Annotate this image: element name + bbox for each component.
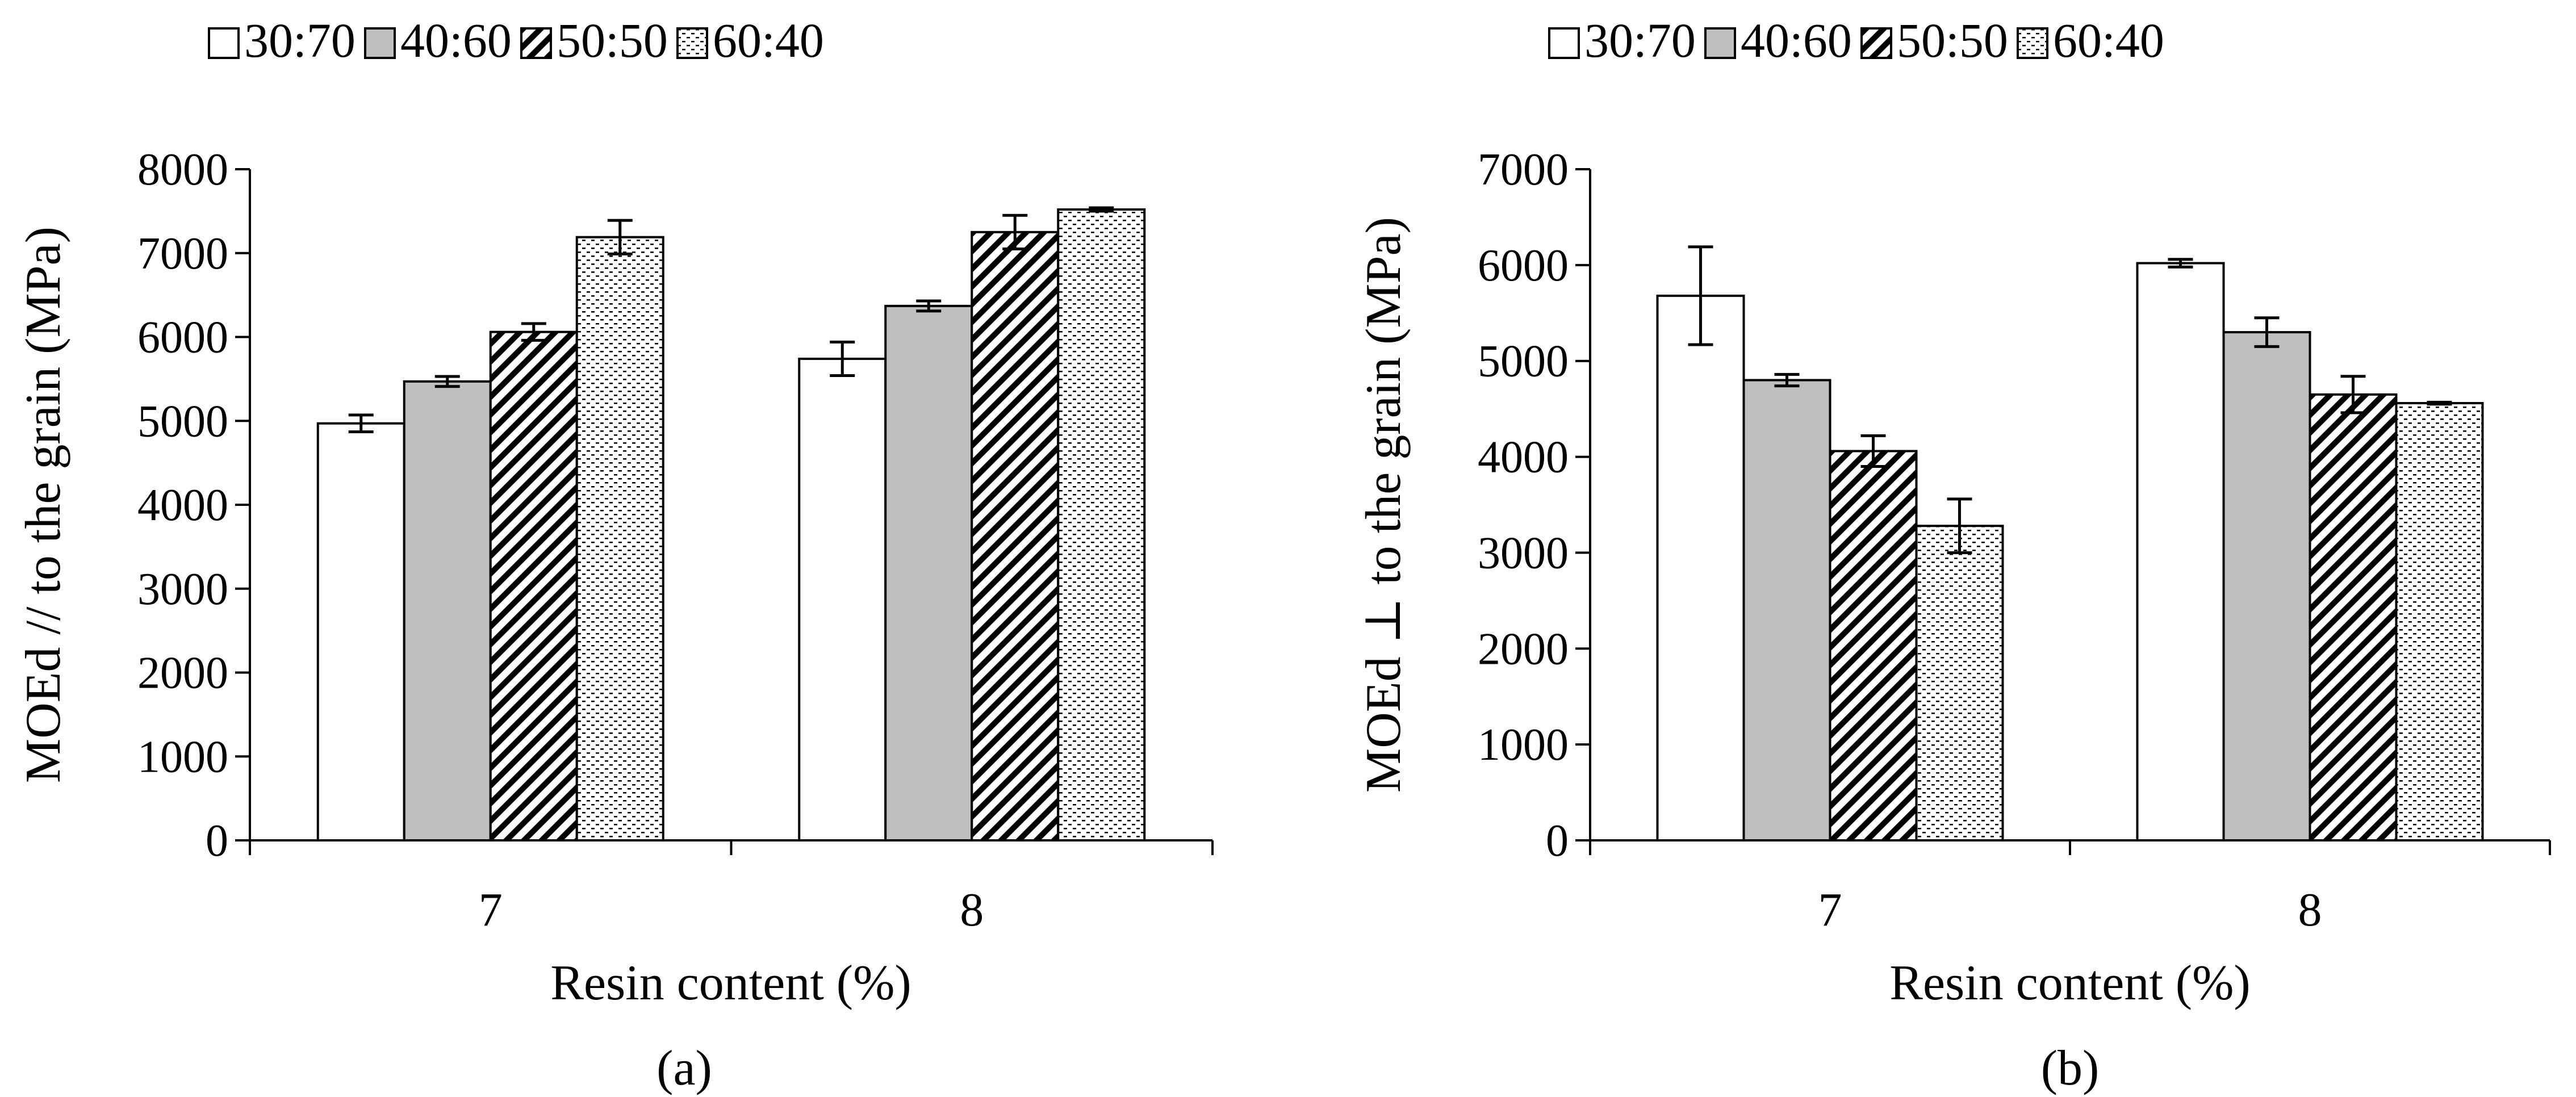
legend-label: 30:70	[1584, 13, 1696, 68]
y-tick-label: 5000	[1478, 337, 1569, 387]
legend-label: 50:50	[557, 13, 668, 68]
legend-swatch	[1548, 27, 1580, 59]
y-tick-label: 4000	[137, 480, 228, 530]
panel-label: (b)	[2041, 1041, 2100, 1096]
bar	[1915, 525, 2004, 841]
y-tick-label: 3000	[137, 564, 228, 614]
bar	[1656, 294, 1745, 841]
bar	[575, 236, 664, 841]
bar	[798, 357, 887, 841]
bar	[884, 304, 973, 841]
y-axis-title: MOEd // to the grain (MPa)	[16, 227, 71, 783]
x-category-label: 7	[479, 884, 503, 936]
bar	[2395, 402, 2484, 841]
bar	[1829, 450, 1918, 841]
bar	[1057, 208, 1146, 841]
legend-label: 30:70	[244, 13, 356, 68]
y-tick-label: 7000	[1478, 145, 1569, 195]
bar	[2136, 262, 2225, 842]
y-tick-label: 2000	[1478, 624, 1569, 674]
legend-label: 60:40	[2053, 13, 2164, 68]
bar	[971, 231, 1060, 841]
y-tick-label: 1000	[137, 732, 228, 782]
legend-swatch	[1704, 27, 1736, 59]
y-tick-label: 2000	[137, 648, 228, 698]
bar	[403, 380, 492, 841]
bar	[2222, 331, 2311, 841]
x-axis-title: Resin content (%)	[1889, 956, 2250, 1011]
bar	[2309, 393, 2398, 841]
x-axis-title: Resin content (%)	[550, 956, 911, 1011]
legend-label: 40:60	[400, 13, 512, 68]
legend-swatch	[520, 27, 552, 59]
x-category-label: 8	[960, 884, 984, 936]
y-tick-label: 7000	[137, 229, 228, 279]
legend-swatch	[208, 27, 240, 59]
legend-swatch	[676, 27, 708, 59]
legend-swatch	[1860, 27, 1892, 59]
y-tick-label: 6000	[137, 313, 228, 363]
chart-panel-b: 0 1000 2000 3000 4000 5000 6000 7000 7 8 30:70 40:6…	[1356, 13, 2551, 1096]
bar	[489, 330, 578, 841]
y-tick-label: 4000	[1478, 433, 1569, 483]
panel-label: (a)	[656, 1041, 712, 1096]
y-tick-label: 5000	[137, 396, 228, 446]
bar	[1742, 379, 1831, 841]
y-axis-title: MOEd ⊥ to the grain (MPa)	[1356, 217, 1411, 793]
legend-label: 50:50	[1897, 13, 2008, 68]
bar	[316, 422, 405, 841]
chart-panel-a: 0 1000 2000 3000 4000 5000 6000 7000 8000 7 8 30:70…	[16, 13, 1214, 1096]
x-category-label: 7	[1818, 884, 1842, 936]
x-category-label: 8	[2298, 884, 2322, 936]
y-tick-label: 6000	[1478, 241, 1569, 291]
y-tick-label: 0	[1546, 816, 1569, 866]
y-tick-label: 0	[206, 816, 228, 866]
legend-label: 60:40	[713, 13, 824, 68]
y-tick-label: 3000	[1478, 528, 1569, 578]
y-tick-label: 1000	[1478, 720, 1569, 770]
legend-swatch	[364, 27, 396, 59]
legend-swatch	[2017, 27, 2048, 59]
y-tick-label: 8000	[137, 145, 228, 195]
legend-label: 40:60	[1741, 13, 1852, 68]
